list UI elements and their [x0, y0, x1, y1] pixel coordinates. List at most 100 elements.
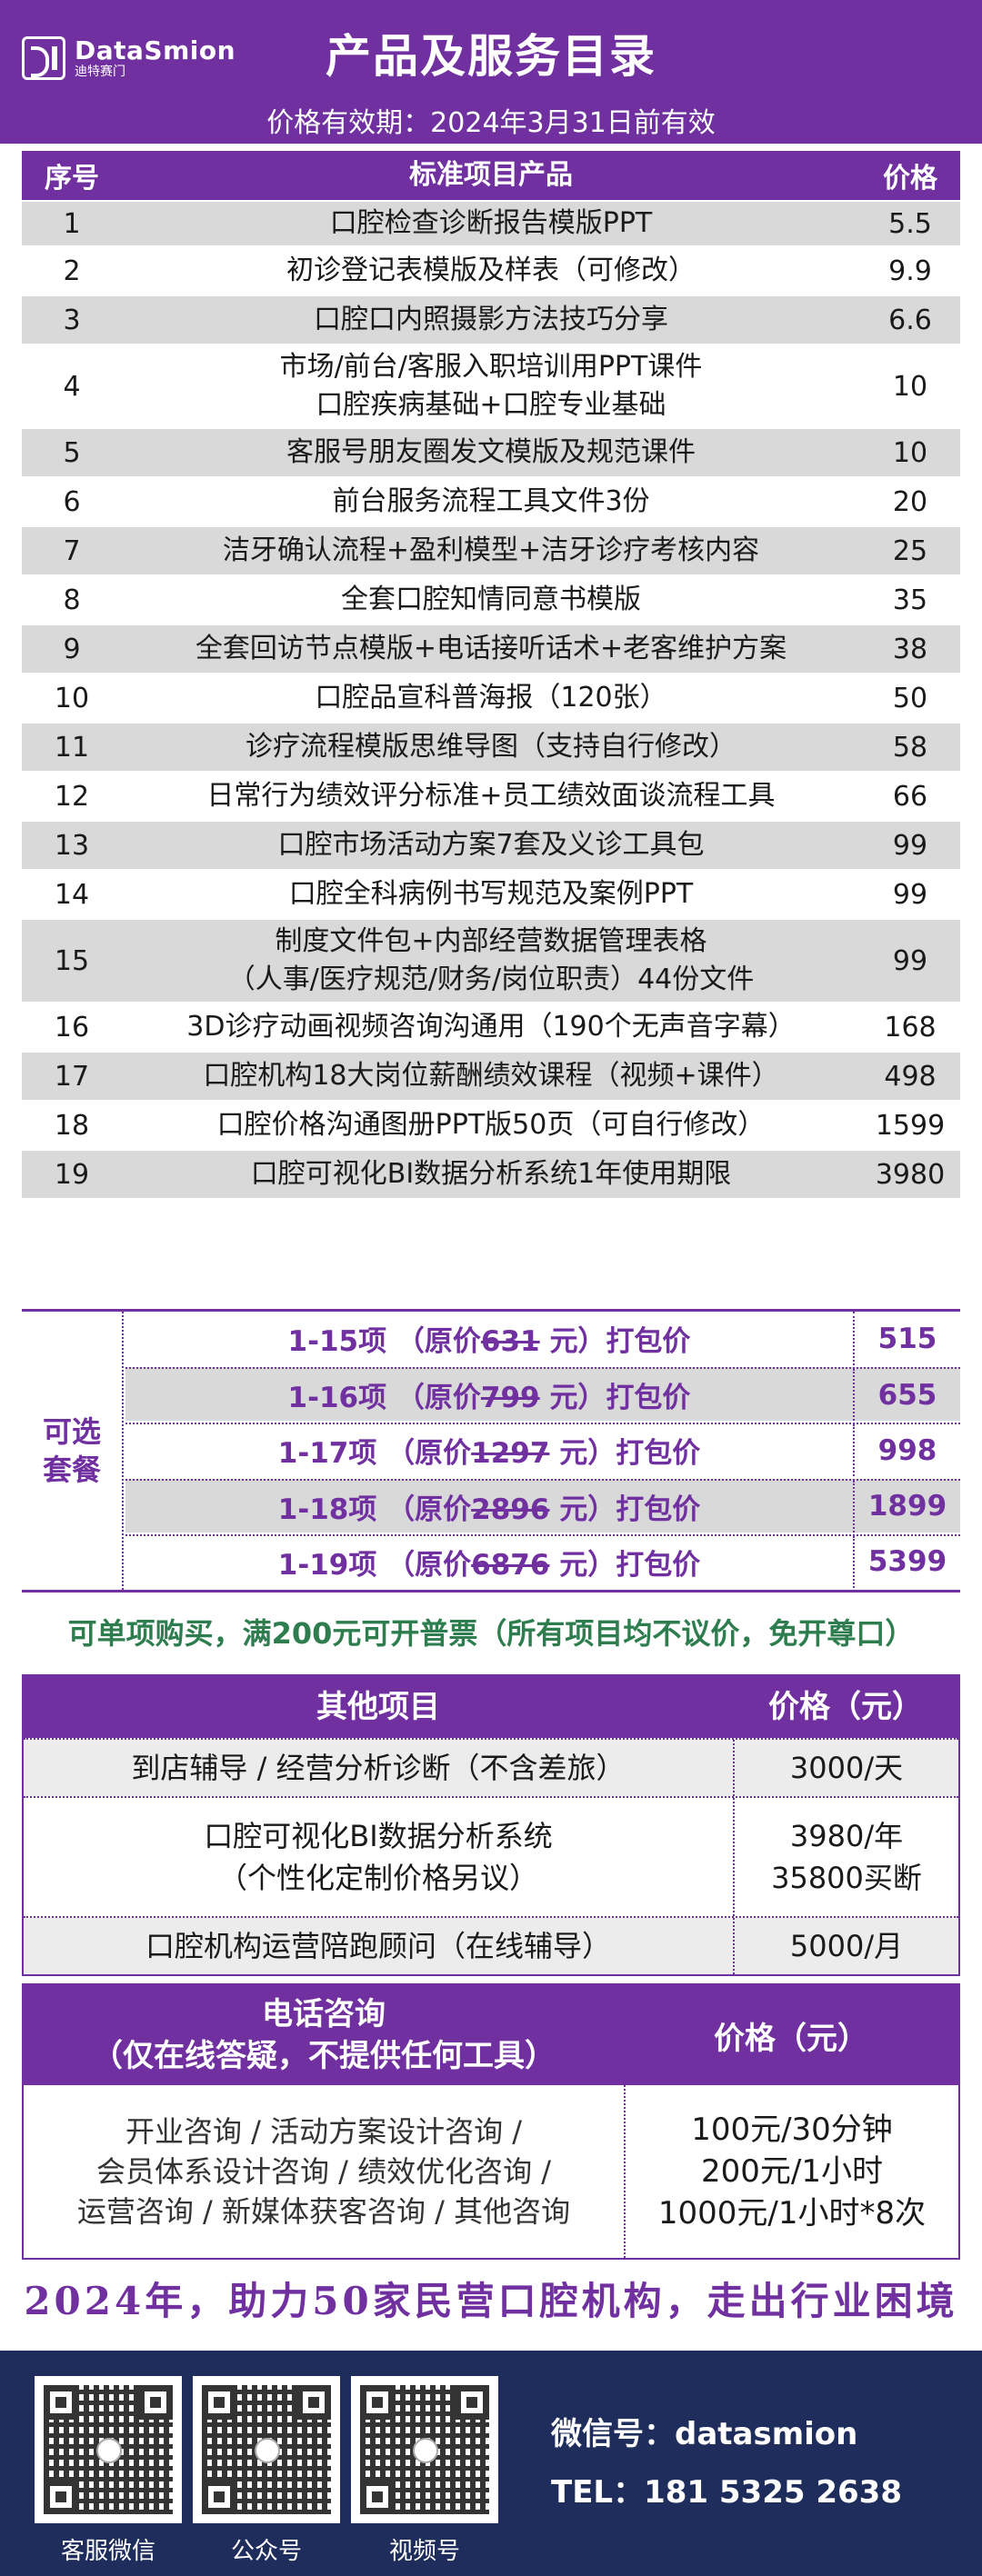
qr-customer-service[interactable]: 客服微信 [35, 2376, 182, 2566]
consult-price-line: 1000元/1小时*8次 [657, 2195, 927, 2232]
product-price: 3980 [875, 1158, 946, 1191]
table-row: 2 初诊登记表模版及样表（可修改） 9.9 [22, 245, 960, 295]
table-row: 7 洁牙确认流程+盈利模型+洁牙诊疗考核内容 25 [22, 525, 960, 574]
product-name: 市场/前台/客服入职培训用PPT课件 口腔疾病基础+口腔专业基础 [122, 348, 860, 424]
package-desc: 1-16项 （原价799 元）打包价 [125, 1374, 853, 1415]
package-orig-suffix: 元） [549, 1325, 606, 1358]
product-name-line: 全套回访节点模版+电话接听话术+老客维护方案 [195, 633, 787, 664]
table-row: 12 日常行为绩效评分标准+员工绩效面谈流程工具 66 [22, 771, 960, 820]
package-desc: 1-17项 （原价1297 元）打包价 [125, 1430, 853, 1471]
package-orig-prefix: （原价 [396, 1325, 481, 1358]
wechat-id[interactable]: datasmion [675, 2416, 858, 2452]
package-orig-price: 631 [480, 1325, 540, 1358]
package-desc: 1-15项 （原价631 元）打包价 [125, 1318, 853, 1359]
product-name-line: 口腔品宣科普海报（120张） [315, 682, 667, 714]
package-orig-suffix: 元） [559, 1493, 616, 1526]
other-item-price-line: 5000/月 [789, 1929, 904, 1963]
product-price: 498 [884, 1060, 937, 1093]
product-name-line: 洁牙确认流程+盈利模型+洁牙诊疗考核内容 [222, 534, 760, 566]
product-name: 全套回访节点模版+电话接听话术+老客维护方案 [122, 630, 860, 668]
product-price: 25 [892, 534, 928, 567]
package-orig-prefix: （原价 [386, 1437, 472, 1471]
product-name: 口腔品宣科普海报（120张） [122, 679, 860, 717]
product-name-line: 制度文件包+内部经营数据管理表格 [275, 925, 707, 957]
slogan: 2024年，助力50家民营口腔机构，走出行业困境 [24, 2279, 958, 2323]
other-item-price: 3000/天 [733, 1740, 958, 1796]
qr-caption: 公众号 [230, 2538, 302, 2565]
header-product: 标准项目产品 [409, 159, 573, 191]
package-price: 5399 [853, 1535, 960, 1588]
product-table-header: 序号 标准项目产品 价格 [22, 151, 960, 200]
package-range: 1-16项 [287, 1382, 387, 1415]
product-name: 诊疗流程模版思维导图（支持自行修改） [122, 728, 860, 766]
product-name: 洁牙确认流程+盈利模型+洁牙诊疗考核内容 [122, 532, 860, 570]
package-orig-suffix: 元） [559, 1437, 616, 1471]
other-item-row: 到店辅导 / 经营分析诊断（不含差旅） 3000/天 [24, 1738, 958, 1796]
qr-official-account[interactable]: 公众号 [193, 2376, 340, 2566]
row-number: 8 [63, 584, 81, 616]
product-name: 口腔机构18大岗位薪酬绩效课程（视频+课件） [122, 1057, 860, 1095]
package-tag: 打包价 [606, 1382, 691, 1415]
product-name-line: 口腔疾病基础+口腔专业基础 [316, 389, 666, 421]
phone-consult-items: 开业咨询 / 活动方案设计咨询 / 会员体系设计咨询 / 绩效优化咨询 / 运营… [24, 2112, 624, 2232]
row-number: 1 [63, 207, 81, 240]
table-row: 3 口腔口内照摄影方法技巧分享 6.6 [22, 295, 960, 344]
package-row: 1-19项 （原价6876 元）打包价 5399 [125, 1533, 960, 1588]
phone-consult-body: 开业咨询 / 活动方案设计咨询 / 会员体系设计咨询 / 绩效优化咨询 / 运营… [24, 2085, 958, 2258]
row-number: 16 [54, 1011, 90, 1043]
qr-video-account[interactable]: 视频号 [351, 2376, 498, 2566]
table-row: 18 口腔价格沟通图册PPT版50页（可自行修改） 1599 [22, 1100, 960, 1149]
package-label-line2: 套餐 [42, 1453, 101, 1487]
datasmion-logo-icon [22, 36, 65, 80]
package-tag: 打包价 [616, 1493, 701, 1526]
table-row: 14 口腔全科病例书写规范及案例PPT 99 [22, 869, 960, 918]
package-tag: 打包价 [616, 1548, 701, 1582]
package-orig-prefix: （原价 [386, 1493, 472, 1526]
product-name: 口腔市场活动方案7套及义诊工具包 [122, 826, 860, 864]
other-items-header: 其他项目 价格（元） [24, 1676, 958, 1738]
phone-consult-header: 电话咨询 （仅在线答疑，不提供任何工具） 价格（元） [24, 1985, 958, 2085]
qr-code-icon [351, 2376, 498, 2523]
other-item-price-line: 3000/天 [789, 1751, 904, 1785]
product-price: 9.9 [888, 255, 932, 287]
other-item-name: 口腔可视化BI数据分析系统 （个性化定制价格另议） [24, 1798, 733, 1916]
row-number: 12 [54, 780, 90, 813]
product-name-line: （人事/医疗规范/财务/岗位职责）44份文件 [227, 964, 755, 995]
product-name: 口腔全科病例书写规范及案例PPT [122, 875, 860, 914]
row-number: 7 [63, 534, 81, 567]
package-label: 可选 套餐 [22, 1312, 124, 1590]
phone-consult-prices: 100元/30分钟 200元/1小时 1000元/1小时*8次 [624, 2085, 958, 2258]
row-number: 2 [63, 255, 81, 287]
consult-item-line: 开业咨询 / 活动方案设计咨询 / [125, 2114, 523, 2149]
product-name: 前台服务流程工具文件3份 [122, 483, 860, 521]
header-other-item: 其他项目 [316, 1689, 440, 1725]
row-number: 3 [63, 304, 81, 336]
purchase-notice: 可单项购买，满200元可开普票（所有项目均不议价，免开尊口） [67, 1616, 915, 1651]
other-item-price-line: 3980/年 [789, 1819, 904, 1853]
header-banner: DataSmion 迪特赛门 产品及服务目录 价格有效期：2024年3月31日前… [0, 0, 982, 144]
package-row: 1-16项 （原价799 元）打包价 655 [125, 1367, 960, 1422]
table-row: 4 市场/前台/客服入职培训用PPT课件 口腔疾病基础+口腔专业基础 10 [22, 344, 960, 427]
package-price: 655 [853, 1369, 960, 1422]
other-item-name: 到店辅导 / 经营分析诊断（不含差旅） [24, 1740, 733, 1796]
product-price: 50 [892, 682, 928, 714]
package-table: 可选 套餐 1-15项 （原价631 元）打包价 515 1-16项 （原价799 元… [22, 1309, 960, 1593]
product-name-line: 全套口腔知情同意书模版 [341, 584, 641, 615]
table-row: 5 客服号朋友圈发文模版及规范课件 10 [22, 427, 960, 476]
product-price: 99 [892, 878, 928, 911]
other-item-name: 口腔机构运营陪跑顾问（在线辅导） [24, 1918, 733, 1974]
table-row: 10 口腔品宣科普海报（120张） 50 [22, 673, 960, 722]
product-name-line: 前台服务流程工具文件3份 [332, 485, 650, 517]
brand-name-cn: 迪特赛门 [75, 65, 125, 79]
footer: 客服微信 公众号 视频号 微信号：datasmion TEL：181 5325 … [0, 2351, 982, 2576]
tel-number[interactable]: 181 5325 2638 [644, 2474, 902, 2511]
product-name: 客服号朋友圈发文模版及规范课件 [122, 434, 860, 472]
tel-label: TEL： [551, 2474, 645, 2511]
package-orig-suffix: 元） [549, 1382, 606, 1415]
row-number: 13 [54, 829, 90, 862]
package-label-line1: 可选 [42, 1414, 101, 1449]
table-row: 13 口腔市场活动方案7套及义诊工具包 99 [22, 820, 960, 869]
row-number: 14 [54, 878, 90, 911]
table-row: 15 制度文件包+内部经营数据管理表格 （人事/医疗规范/财务/岗位职责）44份文件… [22, 918, 960, 1002]
package-range: 1-18项 [277, 1493, 377, 1526]
